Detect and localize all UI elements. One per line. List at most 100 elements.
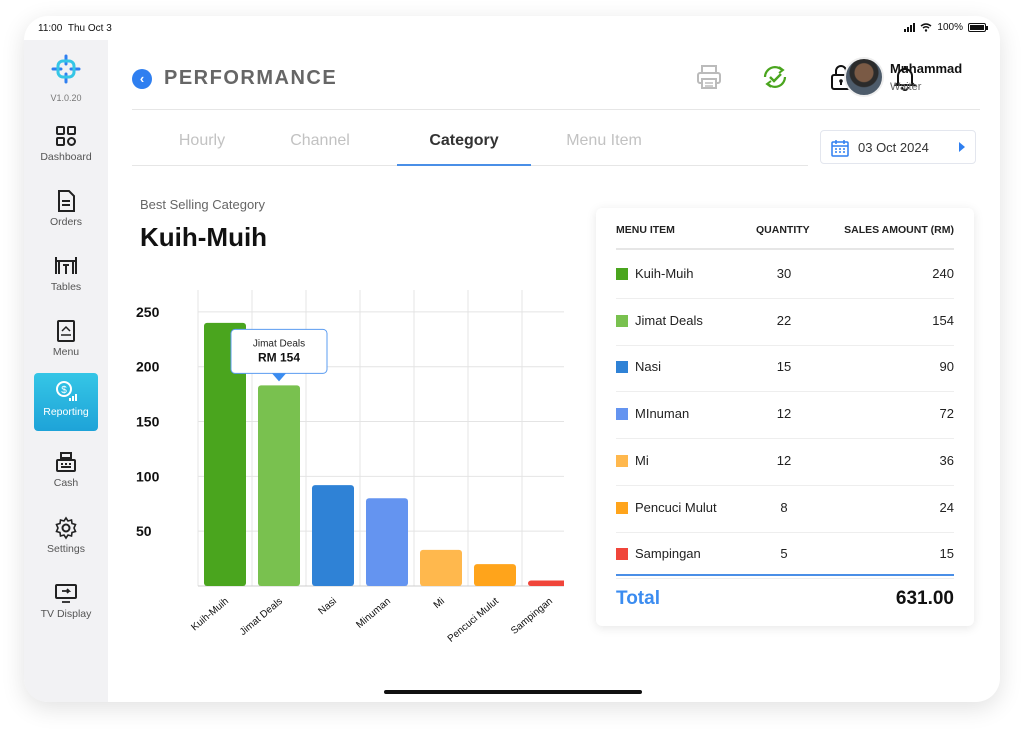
sidebar-item-cash[interactable]: Cash (34, 444, 98, 502)
table-row: Sampingan 5 15 (616, 532, 954, 580)
printer-icon[interactable] (694, 62, 724, 92)
report-tabs: Hourly Channel Category Menu Item (132, 128, 808, 166)
row-quantity: 8 (780, 499, 788, 515)
tv-display-icon (55, 584, 77, 603)
sidebar-item-tables[interactable]: Tables (34, 248, 98, 306)
row-menu-item: Mi (635, 452, 649, 468)
chart-bar[interactable] (312, 485, 354, 586)
user-profile[interactable]: Muhammad Waiter (844, 57, 984, 101)
x-tick-label: Sampingan (509, 596, 555, 637)
table-row: Nasi 15 90 (616, 345, 954, 393)
tables-icon (55, 257, 77, 274)
reporting-icon: $ (56, 381, 77, 401)
sidebar-item-dashboard[interactable]: Dashboard (34, 118, 98, 176)
user-role: Waiter (890, 81, 922, 93)
status-bar: 11:00 Thu Oct 3 100% (24, 16, 1000, 40)
sidebar-item-tv-display[interactable]: TV Display (34, 575, 98, 633)
y-tick-label: 150 (136, 414, 160, 430)
x-tick-label: Kuih-Muih (189, 596, 231, 633)
calendar-icon (831, 140, 849, 157)
x-tick-label: Nasi (317, 596, 339, 617)
sidebar: V1.0.20 Dashboard Orders Tables Menu $ R… (24, 40, 108, 702)
app-version: V1.0.20 (50, 93, 82, 103)
chevron-right-icon[interactable] (959, 142, 965, 152)
row-menu-item: Nasi (635, 359, 662, 375)
tab-menu-item[interactable]: Menu Item (566, 132, 642, 149)
svg-text:$: $ (61, 385, 67, 396)
row-menu-item: Pencuci Mulut (635, 499, 717, 515)
best-selling-value: Kuih-Muih (140, 222, 268, 252)
status-date: Thu Oct 3 (67, 23, 112, 34)
row-sales-amount: 72 (939, 406, 954, 422)
sidebar-item-reporting[interactable]: $ Reporting (34, 373, 98, 431)
table-header: MENU ITEM QUANTITY SALES AMOUNT (RM) (616, 224, 954, 250)
column-header-menu-item: MENU ITEM (616, 224, 675, 236)
sidebar-item-menu[interactable]: Menu (34, 313, 98, 371)
logo-icon (51, 54, 81, 84)
menu-icon (57, 320, 75, 342)
chart-bar[interactable] (474, 564, 516, 586)
tooltip-value: RM 154 (258, 350, 300, 364)
date-picker[interactable]: 03 Oct 2024 (820, 130, 976, 164)
legend-swatch (616, 268, 628, 280)
cash-register-icon (56, 452, 76, 472)
home-indicator[interactable] (384, 690, 642, 694)
row-menu-item: Kuih-Muih (635, 266, 694, 281)
chart-bar[interactable] (366, 498, 408, 586)
category-summary-card: MENU ITEM QUANTITY SALES AMOUNT (RM) Kui… (596, 208, 974, 626)
sidebar-item-settings[interactable]: Settings (34, 510, 98, 568)
legend-swatch (616, 454, 628, 467)
x-tick-label: Pencuci Mulut (446, 596, 501, 645)
legend-swatch (616, 314, 628, 327)
chart-bar[interactable] (420, 549, 462, 586)
y-tick-label: 100 (136, 468, 160, 484)
chevron-left-icon: ‹ (139, 71, 145, 86)
date-value: 03 Oct 2024 (858, 140, 929, 155)
tab-channel[interactable]: Channel (290, 132, 350, 149)
table-row: Kuih-Muih 30 240 (616, 252, 954, 299)
legend-swatch (616, 408, 628, 421)
sidebar-item-label: Orders (49, 216, 83, 228)
sync-check-icon[interactable] (760, 62, 790, 92)
sidebar-item-label: Settings (47, 543, 85, 555)
tab-hourly[interactable]: Hourly (178, 132, 226, 149)
row-menu-item: MInuman (635, 406, 690, 422)
sidebar-item-label: Cash (53, 477, 79, 489)
chart-bar[interactable] (258, 385, 300, 586)
category-bar-chart: 50 100 150 200 250 Kuih-Muih Jimat Deals Nasi Mi… (124, 278, 577, 658)
row-sales-amount: 240 (932, 266, 954, 281)
avatar (844, 57, 884, 97)
row-sales-amount: 24 (939, 499, 954, 515)
row-menu-item: Sampingan (635, 546, 701, 562)
sidebar-item-orders[interactable]: Orders (34, 183, 98, 241)
y-tick-label: 50 (136, 523, 152, 539)
tablet-frame: 11:00 Thu Oct 3 100% V1.0.20 Dashboard O… (24, 16, 1000, 702)
total-row: Total 631.00 (616, 574, 954, 618)
total-value: 631.00 (895, 588, 954, 609)
wifi-icon (920, 23, 932, 32)
back-button[interactable]: ‹ (132, 69, 152, 89)
table-row: Pencuci Mulut 8 24 (616, 486, 954, 533)
x-tick-label: Jimat Deals (238, 596, 285, 638)
x-tick-label: Mi (432, 596, 447, 611)
bell-icon[interactable] (890, 62, 920, 92)
tooltip-pointer (272, 373, 286, 382)
sidebar-item-label: Menu (52, 346, 80, 358)
y-tick-label: 200 (136, 359, 160, 375)
row-sales-amount: 15 (939, 546, 954, 562)
chart-bar[interactable] (204, 322, 246, 586)
chart-bar[interactable] (528, 580, 570, 586)
sidebar-item-label: Dashboard (40, 151, 92, 163)
battery-icon (968, 23, 988, 32)
row-quantity: 5 (780, 546, 788, 562)
total-label: Total (616, 588, 660, 609)
legend-swatch (616, 501, 628, 514)
row-sales-amount: 154 (932, 312, 954, 328)
row-quantity: 22 (776, 312, 792, 328)
cellular-signal-icon (904, 23, 916, 32)
sidebar-item-label: Reporting (43, 406, 89, 418)
tab-category[interactable]: Category (397, 132, 531, 166)
table-row: Mi 12 36 (616, 439, 954, 486)
